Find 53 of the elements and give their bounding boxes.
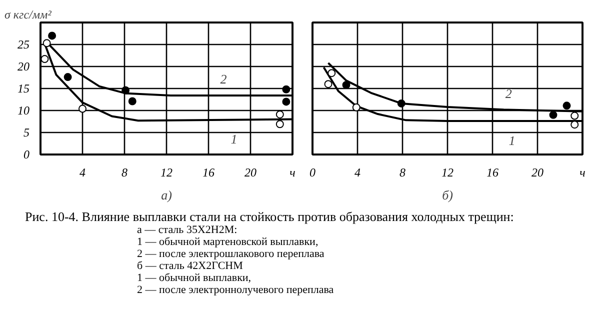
y-tick-label: 5 bbox=[24, 126, 30, 140]
x-tick-label: 8 bbox=[122, 166, 128, 180]
x-axis-title: б) bbox=[442, 188, 453, 202]
x-tick-label: 12 bbox=[442, 166, 454, 180]
point bbox=[342, 80, 350, 89]
x-tick-label: 20 bbox=[244, 166, 256, 180]
text: а — сталь 35Х2Н2М: bbox=[137, 224, 238, 236]
text: 1 — обычной выплавки, bbox=[137, 272, 252, 284]
x-tick-label: 0 bbox=[310, 166, 316, 180]
x-tick-label: 16 bbox=[202, 166, 214, 180]
x-tick-label: 12 bbox=[160, 166, 172, 180]
point bbox=[42, 39, 51, 48]
point bbox=[324, 80, 332, 88]
x-tick-label: 20 bbox=[532, 166, 544, 180]
text: 2 — после электроннолучевого переплава bbox=[137, 284, 335, 296]
point bbox=[128, 97, 136, 106]
annotation: 1 bbox=[508, 133, 516, 148]
point bbox=[276, 120, 284, 128]
point bbox=[64, 73, 72, 82]
y-tick-label: 15 bbox=[18, 82, 30, 96]
point bbox=[276, 110, 284, 118]
y-tick-label: 10 bbox=[18, 104, 30, 118]
x-tick-label: 8 bbox=[400, 166, 406, 180]
x-tick-label: ч bbox=[580, 166, 586, 180]
text: 2 — после электрошлакового переплава bbox=[137, 248, 326, 260]
point bbox=[549, 110, 558, 119]
x-tick-label: 4 bbox=[80, 166, 86, 180]
text: Рис. 10-4. Влияние выплавки стали на стойкость против образования холодных трещин: bbox=[25, 209, 515, 224]
point bbox=[282, 85, 290, 94]
x-tick-label: 16 bbox=[486, 166, 498, 180]
point bbox=[562, 102, 571, 110]
point bbox=[282, 98, 290, 106]
point bbox=[570, 120, 579, 129]
y-tick-label: 0 bbox=[24, 148, 30, 162]
text: 1 — обычной мартеновской выплавки, bbox=[137, 236, 320, 248]
text: б — сталь 42Х2ГСНМ bbox=[137, 260, 244, 272]
annotation: 2 bbox=[505, 86, 512, 102]
x-tick-label: 4 bbox=[354, 166, 360, 180]
point bbox=[40, 55, 49, 64]
annotation: 1 bbox=[230, 132, 238, 147]
y-tick-label: 20 bbox=[18, 60, 30, 74]
x-tick-label: ч bbox=[290, 166, 296, 180]
point bbox=[122, 86, 130, 94]
y-tick-label: 25 bbox=[18, 38, 30, 52]
point bbox=[48, 32, 56, 40]
y-axis-title: σ кгс/мм² bbox=[4, 8, 52, 22]
x-axis-title: а) bbox=[161, 188, 172, 202]
point bbox=[570, 112, 579, 120]
point bbox=[397, 99, 406, 108]
point bbox=[78, 104, 86, 113]
point bbox=[328, 69, 336, 78]
annotation: 2 bbox=[220, 72, 228, 87]
point bbox=[352, 103, 360, 112]
